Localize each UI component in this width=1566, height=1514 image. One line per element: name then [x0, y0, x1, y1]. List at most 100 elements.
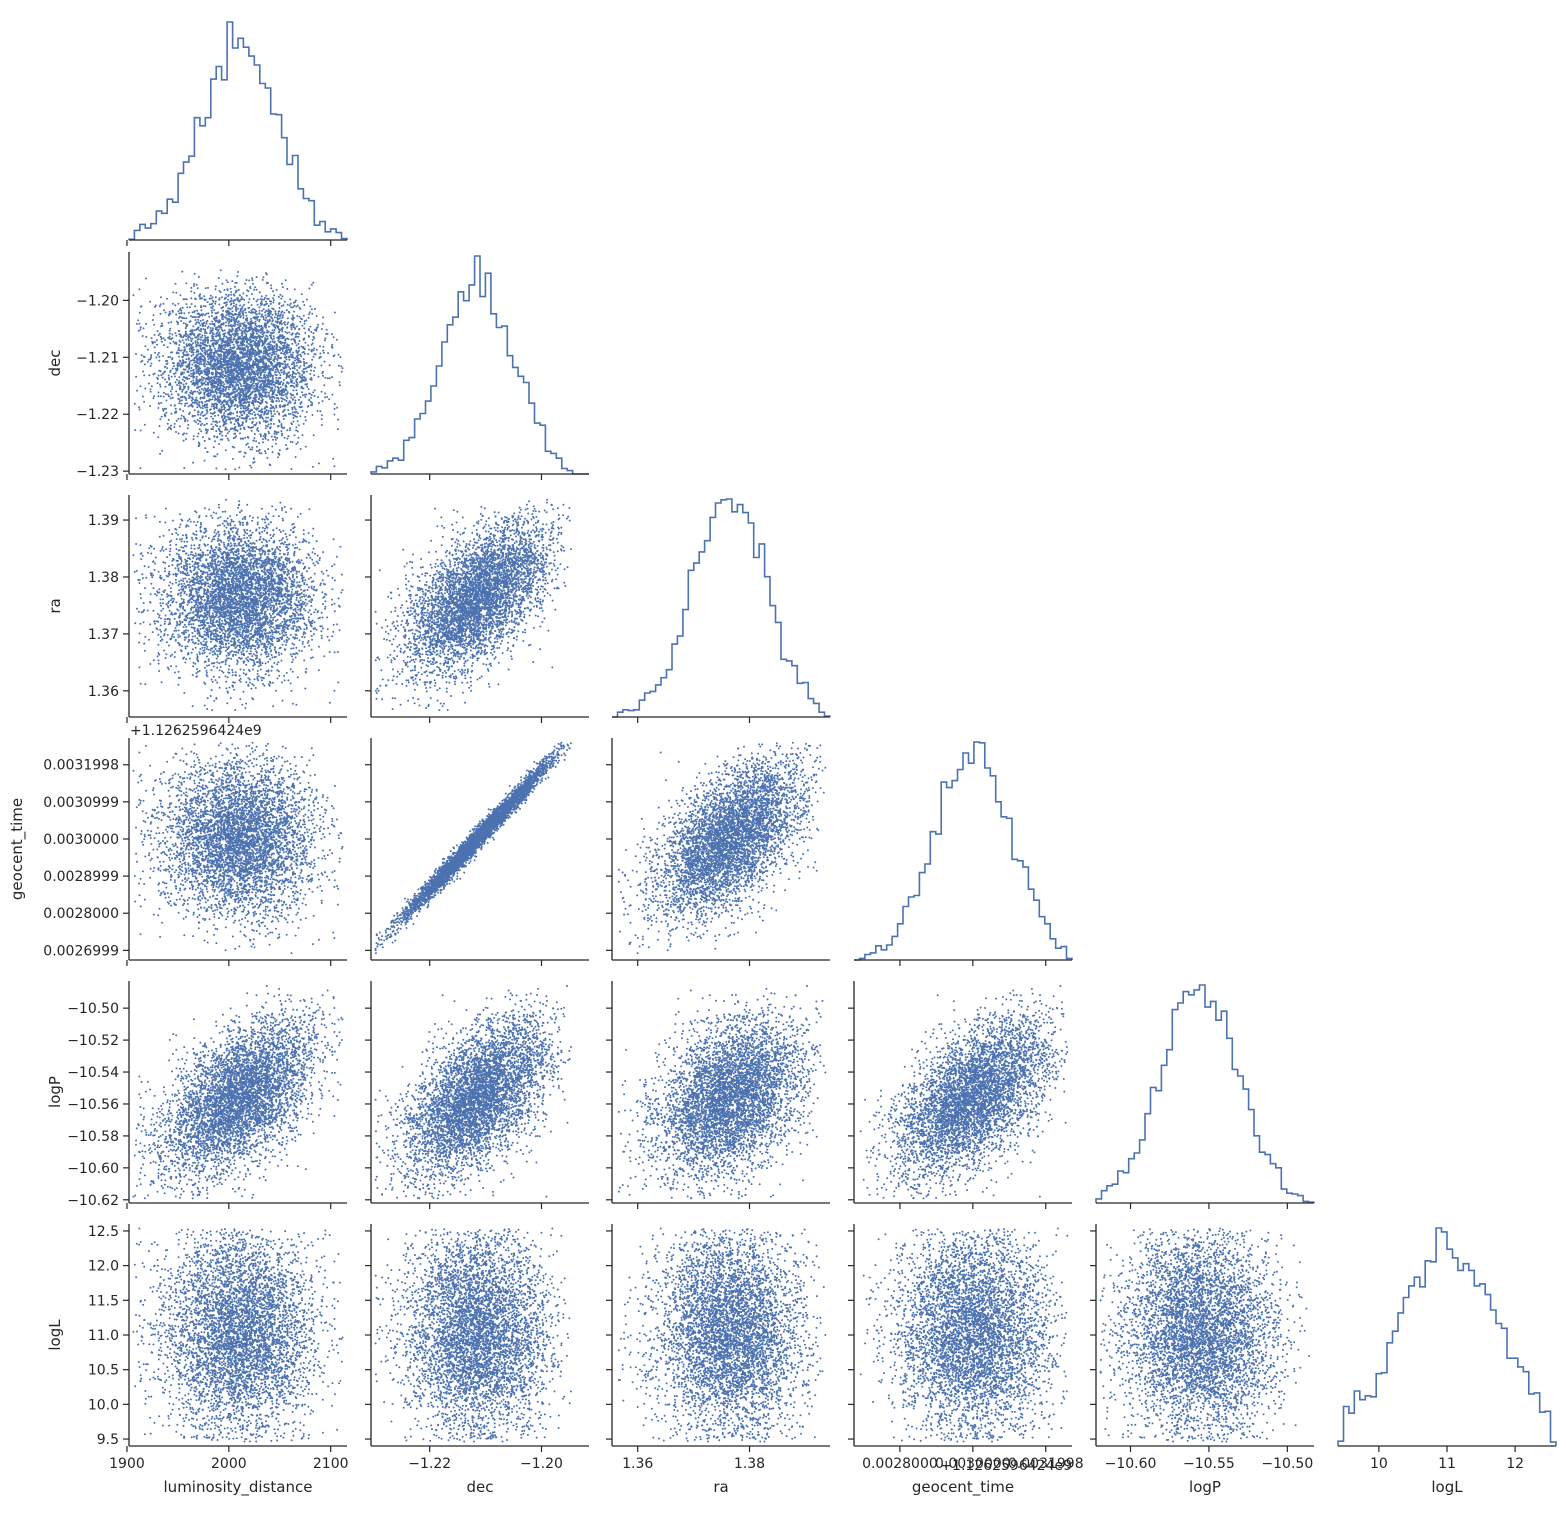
scatter-point [252, 330, 254, 332]
scatter-point [289, 427, 291, 429]
scatter-point [220, 410, 222, 412]
scatter-point [189, 350, 191, 352]
scatter-point [289, 368, 291, 370]
scatter-point [192, 311, 194, 313]
scatter-point [255, 373, 257, 375]
scatter-point [292, 323, 294, 325]
scatter-point [265, 317, 267, 319]
scatter-point [262, 327, 264, 329]
scatter-point [238, 358, 240, 360]
scatter-point [235, 377, 237, 379]
scatter-point [287, 344, 289, 346]
scatter-point [327, 352, 329, 354]
scatter-point [275, 348, 277, 350]
scatter-point [163, 371, 165, 373]
scatter-point [312, 414, 314, 416]
scatter-point [225, 356, 227, 358]
scatter-point [201, 376, 203, 378]
scatter-point [142, 396, 144, 398]
scatter-point [283, 312, 285, 314]
scatter-point [222, 381, 224, 383]
scatter-point [273, 299, 275, 301]
scatter-point [272, 297, 274, 299]
scatter-point [295, 373, 297, 375]
scatter-point [243, 304, 245, 306]
scatter-point [236, 364, 238, 366]
scatter-point [216, 332, 218, 334]
scatter-point [268, 342, 270, 344]
scatter-point [196, 376, 198, 378]
scatter-point [218, 304, 220, 306]
scatter-point [221, 371, 223, 373]
scatter-point [283, 370, 285, 372]
scatter-point [228, 439, 230, 441]
scatter-point [283, 418, 285, 420]
scatter-point [290, 381, 292, 383]
scatter-point [160, 370, 162, 372]
scatter-point [261, 310, 263, 312]
scatter-point [200, 430, 202, 432]
scatter-point [207, 312, 209, 314]
scatter-point [169, 333, 171, 335]
scatter-point [322, 350, 324, 352]
scatter-point [245, 399, 247, 401]
scatter-point [224, 367, 226, 369]
scatter-point [203, 328, 205, 330]
scatter-point [322, 375, 324, 377]
scatter-point [194, 548, 196, 550]
scatter-point [289, 374, 291, 376]
scatter-point [157, 330, 159, 332]
scatter-point [262, 335, 264, 337]
scatter-point [151, 341, 153, 343]
scatter-point [200, 391, 202, 393]
scatter-point [210, 384, 212, 386]
scatter-point [225, 294, 227, 296]
scatter-point [304, 353, 306, 355]
scatter-point [179, 425, 181, 427]
scatter-point [182, 410, 184, 412]
scatter-point [280, 369, 282, 371]
scatter-point [179, 409, 181, 411]
scatter-point [224, 297, 226, 299]
scatter-point [249, 401, 251, 403]
scatter-point [193, 283, 195, 285]
scatter-point [248, 373, 250, 375]
scatter-point [258, 306, 260, 308]
scatter-point [251, 311, 253, 313]
scatter-point [136, 390, 138, 392]
scatter-point [187, 388, 189, 390]
scatter-point [240, 385, 242, 387]
scatter-point [237, 344, 239, 346]
scatter-point [306, 299, 308, 301]
scatter-point [295, 443, 297, 445]
scatter-point [184, 405, 186, 407]
scatter-point [169, 311, 171, 313]
scatter-point [289, 562, 291, 564]
scatter-point [262, 276, 264, 278]
scatter-point [178, 356, 180, 358]
scatter-point [231, 313, 233, 315]
scatter-point [221, 435, 223, 437]
scatter-point [196, 354, 198, 356]
scatter-point [262, 362, 264, 364]
scatter-point [230, 294, 232, 296]
scatter-point [215, 430, 217, 432]
scatter-point [314, 308, 316, 310]
scatter-point [342, 367, 344, 369]
scatter-point [167, 394, 169, 396]
scatter-point [333, 465, 335, 467]
scatter-point [261, 408, 263, 410]
scatter-point [277, 313, 279, 315]
scatter-point [288, 356, 290, 358]
scatter-point [291, 363, 293, 365]
scatter-point [324, 361, 326, 363]
scatter-point [262, 316, 264, 318]
scatter-point [237, 316, 239, 318]
scatter-point [210, 340, 212, 342]
scatter-point [229, 330, 231, 332]
scatter-point [278, 412, 280, 414]
scatter-point [255, 327, 257, 329]
scatter-point [313, 356, 315, 358]
scatter-point [199, 344, 201, 346]
scatter-point [207, 301, 209, 303]
